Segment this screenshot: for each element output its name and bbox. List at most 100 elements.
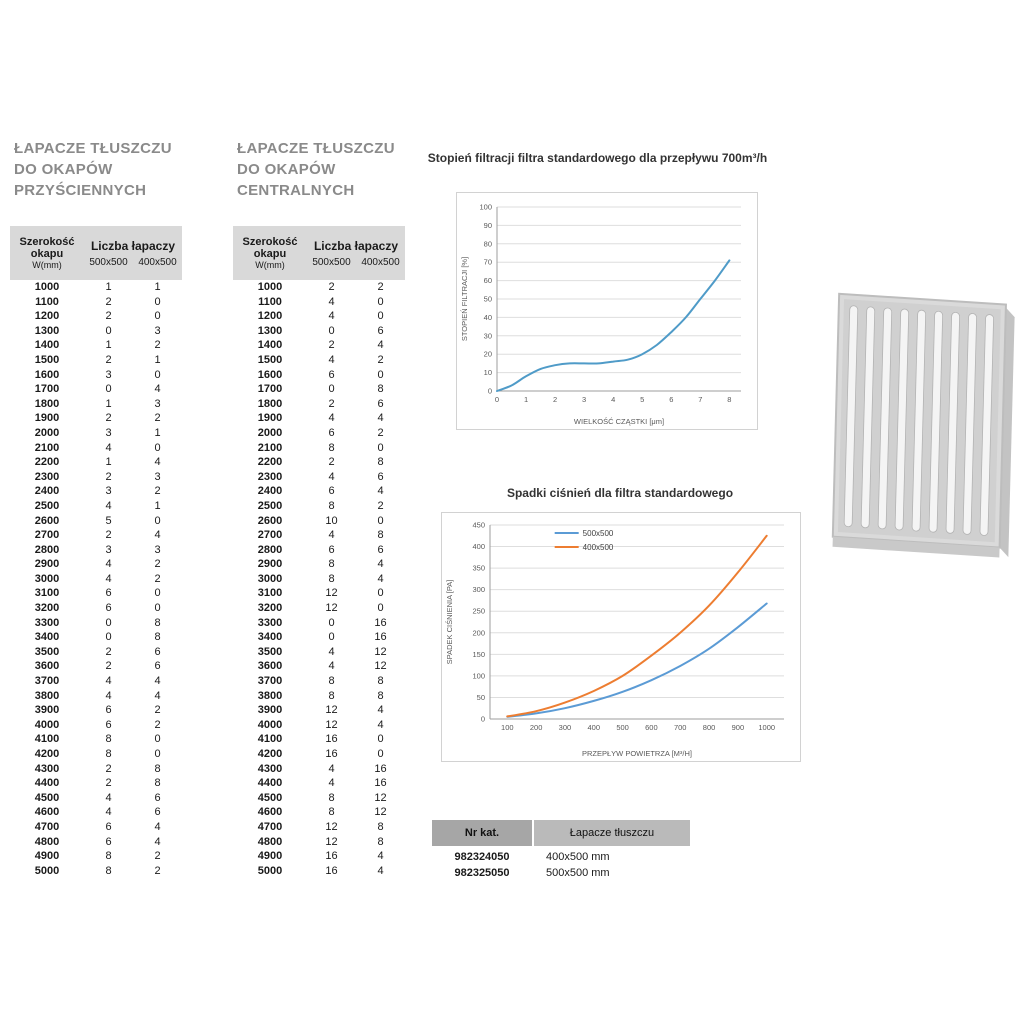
table-row: 2800 3 3 xyxy=(10,543,182,558)
hood-width-cell: 1900 xyxy=(34,412,60,425)
count-400x500-cell: 8 xyxy=(154,777,161,790)
count-500x500-cell: 16 xyxy=(325,733,338,746)
hood-width-cell: 2800 xyxy=(34,543,60,556)
count-500x500-cell: 6 xyxy=(328,368,335,381)
count-500x500-cell: 8 xyxy=(105,864,112,877)
hood-width-cell: 4900 xyxy=(34,850,60,863)
title-line: ŁAPACZE TŁUSZCZU xyxy=(14,140,172,157)
svg-text:800: 800 xyxy=(703,723,716,732)
table-row: 4100 8 0 xyxy=(10,732,182,747)
hood-width-cell: 2300 xyxy=(34,470,60,483)
table-row: 4000 6 2 xyxy=(10,718,182,733)
count-500x500-cell: 1 xyxy=(105,397,112,410)
count-400x500-cell: 4 xyxy=(377,850,384,863)
svg-text:4: 4 xyxy=(611,395,615,404)
count-500x500-cell: 4 xyxy=(105,675,112,688)
table-row: 1900 2 2 xyxy=(10,411,182,426)
count-400x500-cell: 0 xyxy=(377,748,384,760)
count-400x500-cell: 2 xyxy=(377,353,384,366)
filtration-degree-chart: 0 10 20 30 40 50 60 70 80 90 100 0 1 2 3 4 5 6 7 8 WIELKOŚĆ … xyxy=(456,192,758,430)
count-400x500-cell: 0 xyxy=(377,441,384,454)
count-500x500-cell: 1 xyxy=(105,339,112,352)
table-row: 4400 4 16 xyxy=(233,776,405,791)
header-label: Szerokość xyxy=(19,235,75,248)
hood-width-cell: 2600 xyxy=(257,514,283,527)
svg-text:STOPIEŃ FILTRACJI [%]: STOPIEŃ FILTRACJI [%] xyxy=(460,257,469,341)
count-400x500-cell: 8 xyxy=(377,529,384,542)
count-400x500-cell: 0 xyxy=(154,368,161,381)
svg-text:0: 0 xyxy=(495,395,499,404)
count-500x500-cell: 4 xyxy=(328,470,335,483)
grease-filter-image xyxy=(831,292,1015,558)
count-400x500-cell: 0 xyxy=(377,587,384,600)
count-500x500-cell: 6 xyxy=(105,602,112,615)
table-row: 3700 8 8 xyxy=(233,674,405,689)
table-row: 3100 6 0 xyxy=(10,586,182,601)
table-row: 1400 2 4 xyxy=(233,338,405,353)
count-400x500-cell: 2 xyxy=(154,718,161,731)
hood-width-cell: 2400 xyxy=(257,485,283,498)
svg-text:500x500: 500x500 xyxy=(583,529,614,538)
hood-width-cell: 3100 xyxy=(34,587,60,600)
table-row: 4200 8 0 xyxy=(10,747,182,762)
table-row: 3400 0 16 xyxy=(233,630,405,645)
count-500x500-cell: 8 xyxy=(328,499,335,512)
count-500x500-cell: 4 xyxy=(328,529,335,542)
count-400x500-cell: 2 xyxy=(377,281,384,293)
table-body: 1000 2 2 1100 4 0 1200 4 0 1300 0 6 1400 2 4 1500 4 2 1600… xyxy=(233,280,405,878)
table-header: Szerokość okapu W(mm) Liczba łapaczy 500… xyxy=(233,226,405,280)
hood-width-cell: 4700 xyxy=(257,820,283,833)
hood-width-cell: 4200 xyxy=(34,748,60,760)
hood-width-cell: 1500 xyxy=(257,353,283,366)
title-line: PRZYŚCIENNYCH xyxy=(14,182,147,199)
count-400x500-cell: 3 xyxy=(154,397,161,410)
table-row: 4600 8 12 xyxy=(233,805,405,820)
hood-width-cell: 1800 xyxy=(257,397,283,410)
table-row: 3600 2 6 xyxy=(10,659,182,674)
count-400x500-cell: 3 xyxy=(154,470,161,483)
table-row: 1800 1 3 xyxy=(10,397,182,412)
hood-width-cell: 2000 xyxy=(34,426,60,439)
hood-width-cell: 1100 xyxy=(258,295,282,308)
count-500x500-cell: 2 xyxy=(328,281,335,293)
table-row: 2700 2 4 xyxy=(10,528,182,543)
count-400x500-cell: 16 xyxy=(374,762,387,775)
count-400x500-cell: 0 xyxy=(377,368,384,381)
count-400x500-cell: 8 xyxy=(377,675,384,688)
count-500x500-cell: 5 xyxy=(105,514,112,527)
table-row: 1300 0 6 xyxy=(233,324,405,339)
count-500x500-cell: 0 xyxy=(105,324,112,337)
hood-width-cell: 3800 xyxy=(257,689,283,702)
hood-width-cell: 1300 xyxy=(257,324,283,337)
svg-text:5: 5 xyxy=(640,395,644,404)
count-500x500-cell: 2 xyxy=(105,412,112,425)
hood-width-cell: 2900 xyxy=(257,558,283,571)
table-row: 1700 0 4 xyxy=(10,382,182,397)
header-count-columns: Liczba łapaczy 500x500 400x500 xyxy=(307,226,405,280)
count-500x500-cell: 8 xyxy=(328,806,335,819)
count-500x500-cell: 2 xyxy=(105,645,112,658)
count-500x500-cell: 4 xyxy=(105,499,112,512)
svg-text:100: 100 xyxy=(472,671,485,680)
hood-width-cell: 3800 xyxy=(34,689,60,702)
hood-width-cell: 3200 xyxy=(257,602,283,615)
svg-text:3: 3 xyxy=(582,395,586,404)
table-row: 2200 1 4 xyxy=(10,455,182,470)
count-400x500-cell: 0 xyxy=(154,748,161,760)
count-500x500-cell: 4 xyxy=(328,353,335,366)
count-500x500-cell: 4 xyxy=(105,572,112,585)
table-row: 1600 3 0 xyxy=(10,368,182,383)
count-400x500-cell: 4 xyxy=(377,572,384,585)
title-line: DO OKAPÓW xyxy=(237,161,336,178)
table-row: 4300 2 8 xyxy=(10,762,182,777)
svg-text:40: 40 xyxy=(484,313,492,322)
count-500x500-cell: 12 xyxy=(325,602,338,615)
table-row: 3900 6 2 xyxy=(10,703,182,718)
section-title-wall-hoods: ŁAPACZE TŁUSZCZU DO OKAPÓW PRZYŚCIENNYCH xyxy=(14,138,172,201)
count-400x500-cell: 0 xyxy=(377,310,384,323)
count-400x500-cell: 4 xyxy=(154,529,161,542)
table-row: 1200 4 0 xyxy=(233,309,405,324)
count-500x500-cell: 8 xyxy=(328,441,335,454)
count-500x500-cell: 4 xyxy=(105,689,112,702)
count-500x500-cell: 2 xyxy=(105,470,112,483)
